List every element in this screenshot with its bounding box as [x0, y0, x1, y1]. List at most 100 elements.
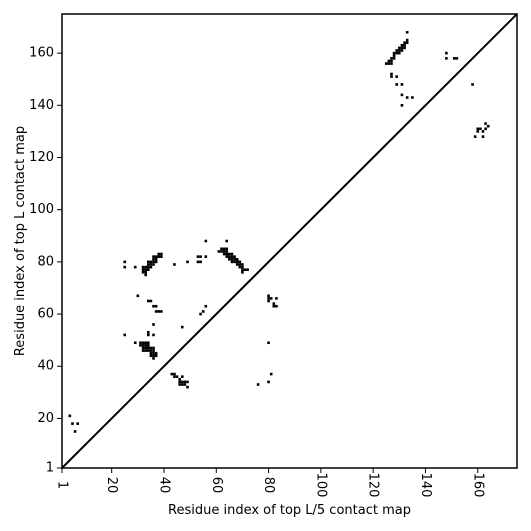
contact-point [220, 247, 223, 251]
contact-point [400, 49, 404, 52]
contact-point [243, 268, 247, 272]
contact-point [146, 344, 150, 347]
contact-point [400, 104, 404, 107]
y-tick-label: 40 [37, 359, 54, 374]
contact-point [235, 257, 239, 261]
contact-point [481, 130, 485, 133]
contact-point [400, 93, 404, 97]
contact-point [152, 351, 155, 355]
contact-point [73, 430, 77, 433]
contact-point [486, 124, 490, 128]
contact-point [160, 310, 163, 313]
contact-point [183, 383, 187, 386]
contact-point [390, 59, 393, 63]
contact-point [199, 312, 202, 316]
contact-point [152, 323, 155, 326]
y-axis-label: Residue index of top L contact map [13, 126, 28, 356]
contact-point [146, 341, 150, 345]
contact-point [225, 255, 229, 258]
contact-point [178, 380, 181, 384]
plot-frame [61, 13, 518, 469]
x-tick-label: 1 [55, 481, 70, 489]
contact-point [272, 304, 276, 308]
contact-point [183, 380, 187, 384]
contact-point [68, 414, 72, 418]
y-tick-label: 120 [29, 150, 54, 165]
contact-point [157, 252, 161, 256]
contact-point [479, 127, 482, 131]
contact-point [199, 255, 202, 258]
contact-point [445, 57, 448, 60]
contact-point [149, 265, 153, 269]
x-axis-label: Residue index of top L/5 contact map [168, 503, 411, 518]
contact-point [173, 372, 176, 376]
contact-point [225, 252, 229, 256]
contact-point [233, 257, 236, 261]
contact-point [180, 383, 184, 386]
contact-point [390, 62, 393, 65]
contact-point [136, 294, 140, 298]
contact-point [149, 349, 153, 352]
contact-point [238, 263, 242, 266]
contact-point [473, 135, 477, 138]
contact-point [157, 310, 161, 313]
contact-point [225, 247, 229, 251]
contact-point [146, 268, 150, 272]
contact-point [267, 299, 270, 303]
contact-point [241, 271, 244, 274]
contact-point [144, 268, 147, 272]
contact-point [144, 341, 147, 345]
contact-point [154, 354, 158, 358]
contact-point [146, 333, 150, 337]
contact-point [275, 304, 278, 308]
contact-point [233, 255, 236, 258]
contact-point [160, 252, 163, 256]
contact-point [405, 38, 409, 42]
contact-point [146, 349, 150, 352]
contact-point [152, 304, 155, 308]
contact-point [395, 75, 399, 78]
contact-point [392, 54, 396, 58]
contact-point [403, 41, 406, 45]
diagonal-line [61, 13, 518, 469]
contact-point [481, 135, 485, 138]
contact-point [141, 271, 145, 274]
contact-point [217, 250, 221, 253]
contact-point [123, 260, 127, 264]
contact-point [186, 380, 189, 384]
contact-point [133, 341, 137, 345]
contact-point [154, 304, 158, 308]
contact-point [139, 344, 142, 347]
contact-point [222, 252, 226, 256]
contact-point [175, 375, 179, 378]
contact-point [390, 72, 393, 76]
x-tick-label: 40 [156, 477, 171, 494]
x-tick-label: 100 [313, 473, 328, 498]
contact-point [149, 351, 153, 355]
contact-point [154, 351, 158, 355]
contact-point [228, 257, 231, 261]
contact-point [149, 263, 153, 266]
contact-point [141, 265, 145, 269]
contact-point [241, 265, 244, 269]
contact-point [123, 265, 127, 269]
contact-point [390, 75, 393, 78]
contact-point [141, 341, 145, 345]
contact-point [390, 57, 393, 60]
contact-point [144, 273, 147, 277]
contact-point [196, 255, 200, 258]
contact-point [152, 354, 155, 358]
contact-point [149, 354, 153, 358]
contact-point [146, 346, 150, 350]
contact-point [141, 349, 145, 352]
y-tick-label: 80 [37, 254, 54, 269]
contact-point [139, 341, 142, 345]
contact-point [186, 260, 189, 264]
contact-point [384, 62, 388, 65]
contact-point [392, 51, 396, 55]
contact-point [275, 297, 278, 300]
y-tick-label: 160 [29, 46, 54, 61]
contact-point [267, 297, 270, 300]
x-tick-label: 160 [470, 473, 485, 498]
